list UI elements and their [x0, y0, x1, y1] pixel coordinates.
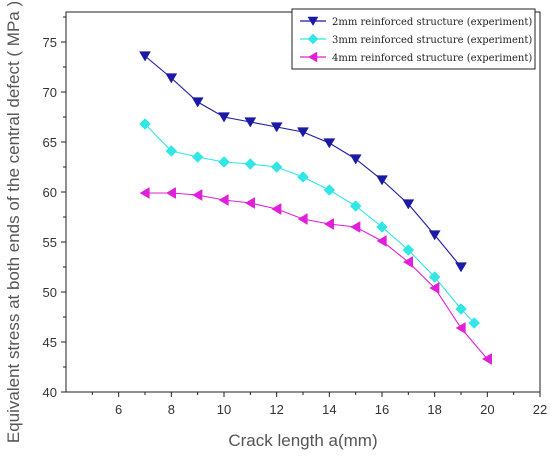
data-point	[270, 161, 283, 173]
data-point	[218, 112, 230, 123]
x-tick-label: 18	[427, 402, 441, 417]
data-point	[455, 303, 467, 315]
data-point	[218, 194, 229, 206]
data-point	[191, 97, 204, 108]
plot-area: 6 8 10 12 14 16 18 20 22 40 45 50 55 60 65 70 75	[43, 11, 547, 417]
legend-label: 3mm reinforced structure (experiment)	[332, 35, 532, 46]
data-point	[376, 235, 387, 247]
x-tick-label: 8	[168, 402, 175, 417]
data-point	[139, 118, 151, 130]
data-point	[307, 16, 319, 26]
data-point	[218, 156, 230, 168]
data-point	[455, 262, 467, 273]
x-axis-title: Crack length a(mm)	[228, 431, 377, 450]
data-point	[165, 145, 178, 157]
data-point	[271, 203, 282, 215]
data-point	[349, 200, 362, 212]
data-point	[308, 51, 318, 63]
x-tick-label: 6	[115, 402, 122, 417]
data-point	[323, 218, 334, 230]
data-point	[376, 221, 388, 233]
x-tick-label: 10	[217, 402, 231, 417]
legend-label: 2mm reinforced structure (experiment)	[332, 17, 532, 28]
x-tick-label: 22	[533, 402, 547, 417]
data-point	[191, 151, 204, 163]
data-point	[139, 187, 150, 199]
data-point	[468, 317, 481, 329]
legend: 2mm reinforced structure (experiment) 3mm…	[291, 8, 536, 70]
data-point	[428, 271, 441, 283]
data-point	[455, 322, 466, 334]
data-point	[481, 353, 492, 365]
x-tick-label: 12	[269, 402, 283, 417]
data-point	[402, 199, 415, 210]
y-tick-label: 55	[43, 235, 57, 250]
y-tick-label: 50	[43, 285, 57, 300]
data-point	[244, 117, 257, 128]
y-tick-label: 65	[43, 135, 57, 150]
data-point	[349, 154, 362, 165]
data-point	[323, 184, 336, 196]
y-axis-title: Equivalent stress at both ends of the ce…	[4, 1, 23, 443]
data-point	[307, 33, 319, 45]
data-point	[428, 230, 441, 241]
data-point	[165, 73, 178, 84]
data-point	[376, 175, 388, 186]
data-point	[270, 122, 283, 133]
data-point	[139, 51, 151, 62]
y-tick-label: 40	[43, 385, 57, 400]
data-point	[297, 127, 309, 138]
y-tick-label: 70	[43, 85, 57, 100]
y-tick-label: 45	[43, 335, 57, 350]
data-point	[165, 187, 176, 199]
data-point	[297, 171, 309, 183]
x-tick-label: 14	[322, 402, 336, 417]
data-point	[192, 189, 203, 201]
data-point	[402, 244, 415, 256]
data-point	[244, 158, 257, 170]
y-tick-label: 75	[43, 35, 57, 50]
data-point	[323, 138, 336, 149]
series-line	[144, 55, 462, 268]
y-tick-label: 60	[43, 185, 57, 200]
data-point	[429, 282, 440, 294]
data-point	[244, 197, 255, 209]
data-point	[402, 256, 413, 268]
data-point	[350, 221, 361, 233]
legend-label: 4mm reinforced structure (experiment)	[332, 53, 532, 64]
x-tick-label: 16	[375, 402, 389, 417]
legend-box	[291, 8, 536, 70]
x-tick-label: 20	[480, 402, 494, 417]
data-point	[297, 213, 308, 225]
